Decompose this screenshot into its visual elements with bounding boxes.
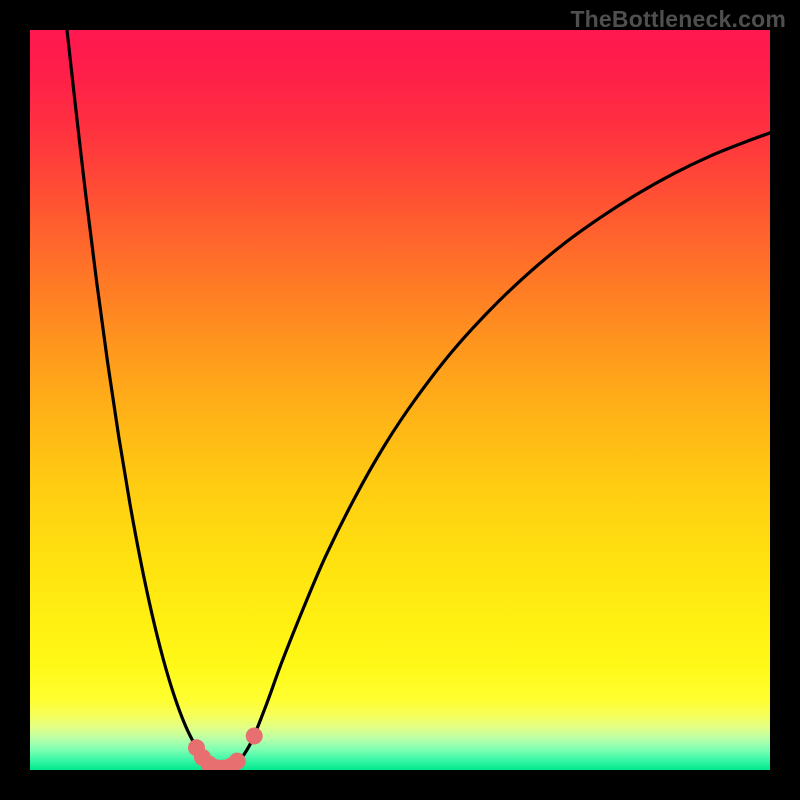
chart-background [30, 30, 770, 770]
chart-plot-area [30, 30, 770, 770]
bottleneck-curve-chart [30, 30, 770, 770]
curve-marker [229, 753, 246, 770]
curve-marker [246, 727, 263, 744]
watermark-text: TheBottleneck.com [570, 6, 786, 33]
